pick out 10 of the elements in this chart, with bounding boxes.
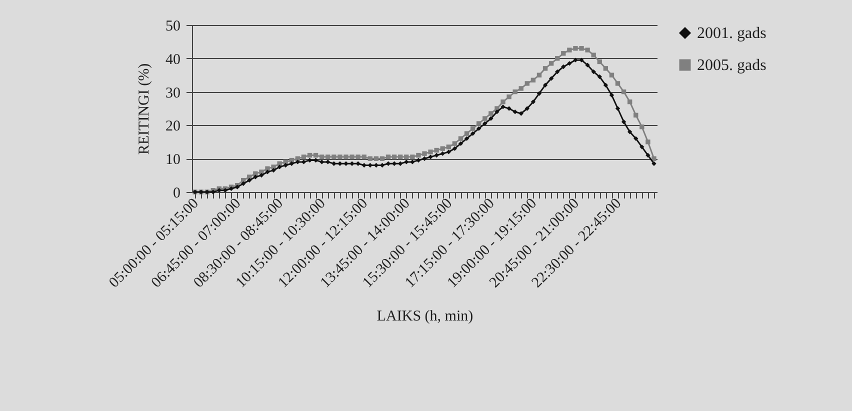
y-axis-title: REITINGI (%) <box>136 63 152 155</box>
legend-label: 2001. gads <box>697 25 766 42</box>
y-tick-label: 50 <box>166 18 180 34</box>
legend-label: 2005. gads <box>697 57 766 74</box>
y-tick-label: 0 <box>173 186 180 202</box>
y-tick-label: 30 <box>166 85 180 102</box>
y-tick-label: 10 <box>166 152 180 168</box>
x-axis-title: LAIKS (h, min) <box>376 308 474 324</box>
y-tick-label: 40 <box>166 52 180 68</box>
y-tick-label: 20 <box>166 118 180 135</box>
